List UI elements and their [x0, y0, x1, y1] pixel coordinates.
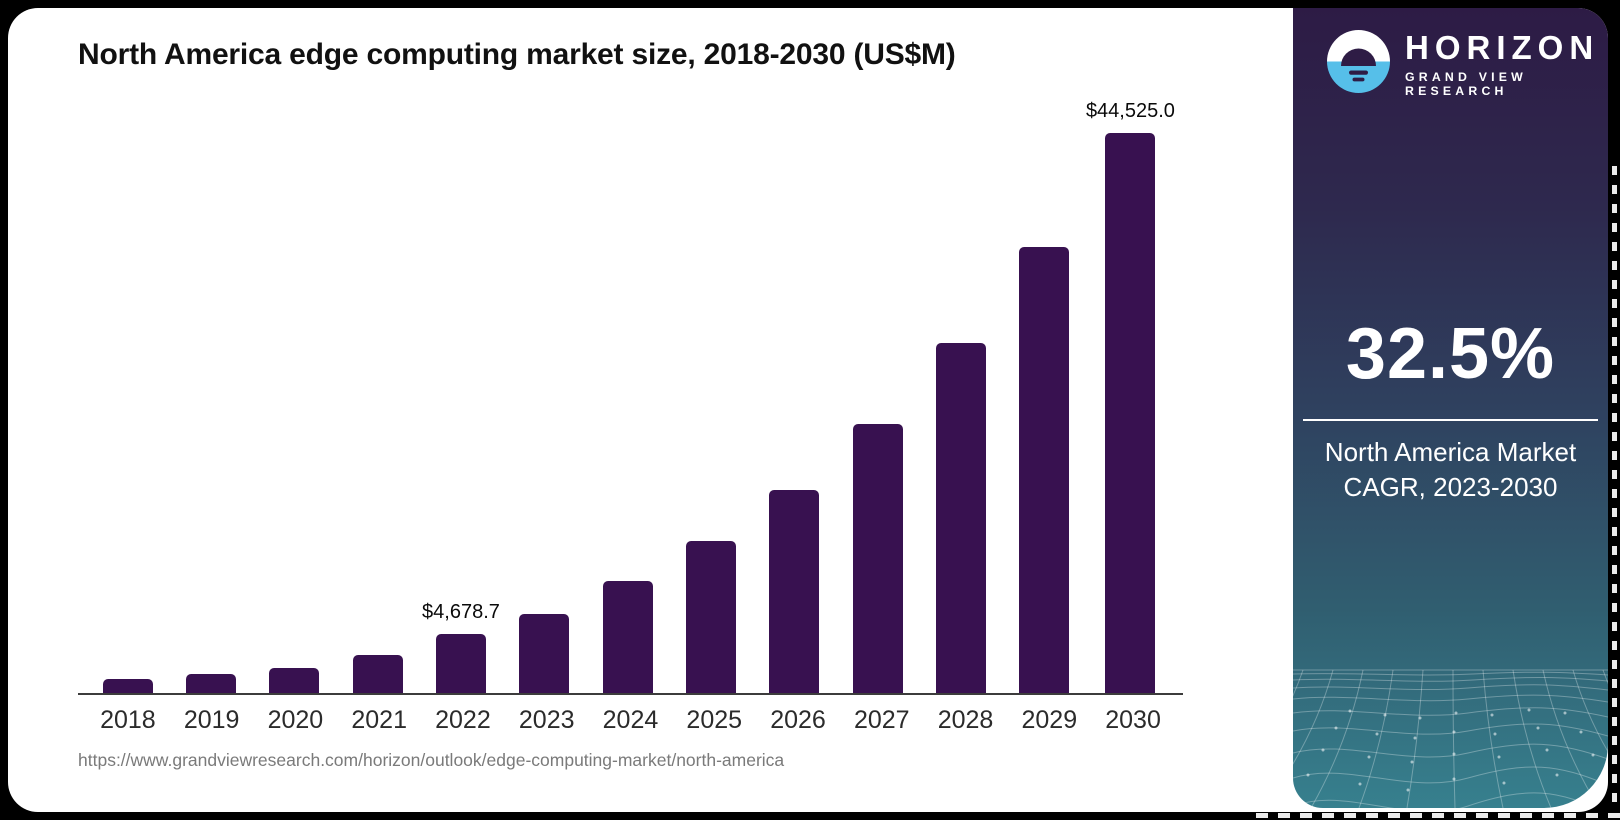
bar-column-2020 — [253, 667, 336, 693]
bar-column-2026 — [753, 489, 836, 693]
chart-title: North America edge computing market size… — [78, 38, 956, 71]
bar-2027 — [852, 423, 903, 693]
brand-name: HORIZON — [1405, 28, 1600, 66]
bar-column-2021 — [336, 654, 419, 693]
x-tick-2023: 2023 — [518, 706, 575, 734]
cagr-block: 32.5% North America Market CAGR, 2023-20… — [1293, 313, 1608, 505]
bar-column-2018 — [86, 678, 169, 693]
x-tick-2029: 2029 — [1021, 706, 1078, 734]
horizon-sunset-logo-icon — [1327, 30, 1390, 98]
bar-column-2019 — [169, 673, 252, 693]
brand-wordmark: HORIZON GRAND VIEW RESEARCH — [1405, 28, 1608, 98]
source-url: https://www.grandviewresearch.com/horizo… — [78, 750, 785, 770]
x-tick-2027: 2027 — [853, 706, 910, 734]
cagr-label-line1: North America Market — [1324, 437, 1577, 467]
x-tick-2020: 2020 — [267, 706, 324, 734]
infographic-card: North America edge computing market size… — [8, 8, 1608, 812]
bar-column-2024 — [586, 581, 669, 693]
bar-column-2030: $44,525.0 — [1086, 100, 1175, 693]
x-tick-2019: 2019 — [183, 706, 240, 734]
x-tick-2024: 2024 — [602, 706, 659, 734]
wireframe-mesh-pattern — [1293, 669, 1608, 808]
brand-logo: HORIZON GRAND VIEW RESEARCH — [1327, 30, 1608, 98]
bar-2028 — [935, 343, 986, 693]
bar-2024 — [602, 581, 653, 693]
bar-2029 — [1019, 246, 1070, 693]
bar-column-2027 — [836, 423, 919, 693]
cropped-dashed-border-bottom — [1256, 813, 1620, 818]
cropped-dashed-border-right — [1612, 166, 1617, 808]
bars-row: $4,678.7 $44,525.0 — [86, 8, 1175, 693]
bar-value-label-2030: $44,525.0 — [1085, 100, 1175, 122]
bar-2018 — [102, 678, 153, 693]
x-tick-2018: 2018 — [100, 706, 156, 734]
bar-column-2025 — [669, 540, 752, 693]
brand-subtitle: GRAND VIEW RESEARCH — [1405, 69, 1527, 98]
bar-2030 — [1105, 133, 1156, 693]
x-tick-2026: 2026 — [770, 706, 826, 734]
bar-column-2028 — [919, 343, 1002, 693]
brand-panel: HORIZON GRAND VIEW RESEARCH 32.5% North … — [1293, 8, 1608, 808]
bar-2023 — [519, 613, 570, 693]
bar-2022 — [435, 634, 486, 693]
bar-2019 — [185, 673, 236, 693]
x-tick-2028: 2028 — [937, 706, 994, 734]
cagr-label-line2: CAGR, 2023-2030 — [1343, 472, 1558, 502]
x-axis-ticks: 2018 2019 2020 2021 2022 2023 2024 2025 2026 2027… — [86, 698, 1175, 735]
bar-2025 — [685, 540, 736, 693]
x-axis-line — [78, 693, 1183, 695]
bar-2021 — [352, 654, 403, 693]
cagr-value: 32.5% — [1345, 314, 1556, 394]
x-tick-2021: 2021 — [351, 706, 407, 734]
bar-column-2029 — [1003, 246, 1086, 693]
cagr-label: North America Market CAGR, 2023-2030 — [1293, 435, 1608, 505]
bar-column-2023 — [503, 613, 586, 693]
x-tick-2030: 2030 — [1105, 706, 1161, 734]
cagr-divider — [1303, 419, 1598, 421]
bar-column-2022: $4,678.7 — [419, 601, 502, 693]
bar-value-label-2022: $4,678.7 — [422, 601, 500, 624]
x-tick-2022: 2022 — [435, 706, 491, 734]
bar-2020 — [269, 667, 320, 693]
bar-2026 — [769, 489, 820, 693]
x-tick-2025: 2025 — [686, 706, 743, 734]
